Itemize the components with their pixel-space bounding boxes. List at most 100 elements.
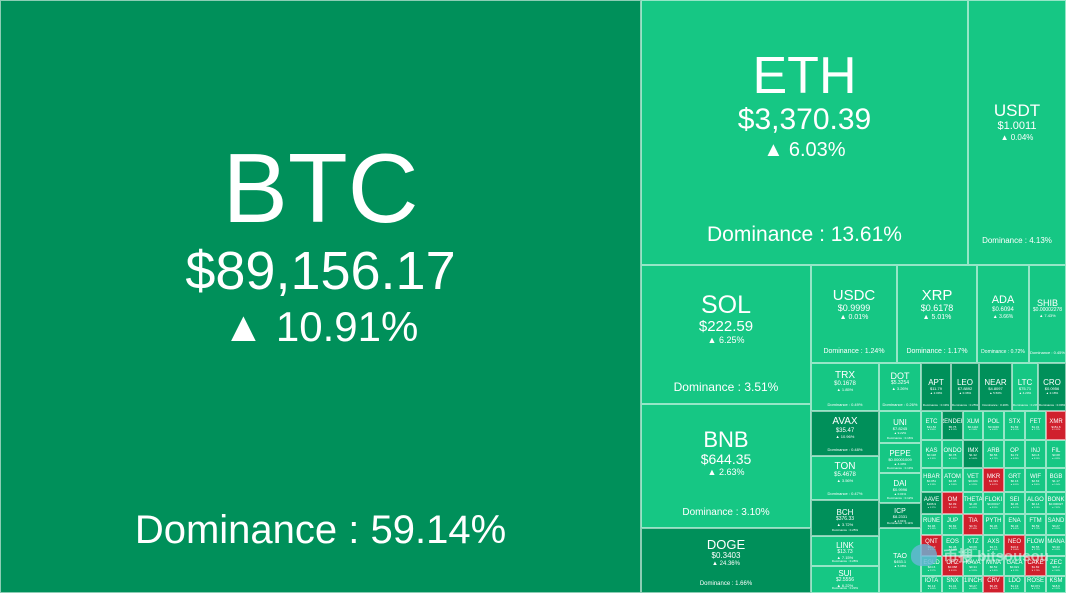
tile-doge[interactable]: DOGE $0.3403 ▲ 24.36% Dominance : 1.66% (641, 528, 811, 593)
tile-kava[interactable]: KAVA $0.34 ▲ 3.05% (963, 556, 983, 576)
tile-axs[interactable]: AXS $4.71 ▲ 4.99% (983, 535, 1004, 556)
coin-price: $21.54 (926, 424, 937, 429)
tile-neo[interactable]: NEO $10.3 ▼ 1.06% (1004, 535, 1025, 556)
tile-pol[interactable]: POL $0.3346 ▲ 6.60% (983, 411, 1004, 440)
tile-ena[interactable]: ENA $0.43 ▲ 6.80% (1004, 514, 1025, 535)
coin-change: ▼ 1.48% (968, 528, 978, 531)
tile-icp[interactable]: ICP $8.2331 ▲ 2.91% Dominance : 0.11% (879, 503, 921, 528)
tile-zec[interactable]: ZEC $36.2 ▲ 2.48% (1046, 556, 1066, 576)
tile-kas[interactable]: KAS $0.118 ▲ 3.10% (921, 440, 942, 468)
coin-symbol: TAO (893, 552, 907, 560)
tile-link[interactable]: LINK $13.73 ▲ 7.15% Dominance : 0.28% (811, 536, 879, 566)
tile-vet[interactable]: VET $0.024 ▲ 3.95% (963, 468, 983, 492)
tile-ftm[interactable]: FTM $0.59 ▲ 5.72% (1025, 514, 1046, 535)
tile-shib[interactable]: SHIB $0.00002278 ▲ 7.43% Dominance : 0.45% (1029, 265, 1066, 363)
tile-pyth[interactable]: PYTH $0.36 ▲ 3.69% (983, 514, 1004, 535)
tile-crv[interactable]: CRV $0.29 ▼ 2.02% (983, 576, 1004, 593)
tile-hbar[interactable]: HBAR $0.051 ▲ 3.33% (921, 468, 942, 492)
tile-snx[interactable]: SNX $1.41 ▲ 5.20% (942, 576, 963, 593)
tile-trx[interactable]: TRX $0.1678 ▲ 1.85% Dominance : 0.49% (811, 363, 879, 411)
coin-price: $36.2 (1052, 565, 1060, 570)
tile-rose[interactable]: ROSE $0.071 ▲ 3.17% (1025, 576, 1046, 593)
tile-eos[interactable]: EOS $0.48 ▲ 3.44% (942, 535, 963, 556)
tile-fil[interactable]: FIL $3.68 ▲ 4.05% (1046, 440, 1066, 468)
tile-cro[interactable]: CRO $0.0956 ▲ 2.18% Dominance : 0.09% (1038, 363, 1066, 411)
tile-bgb[interactable]: BGB $1.17 ▲ 1.54% (1046, 468, 1066, 492)
coin-change: ▼ 2.02% (989, 588, 998, 591)
tile-wif[interactable]: WIF $2.63 ▲ 9.80% (1025, 468, 1046, 492)
tile-tia[interactable]: TIA $4.71 ▼ 1.48% (963, 514, 983, 535)
tile-bonk[interactable]: BONK $0.000027 ▲ 7.62% (1046, 492, 1066, 514)
tile-eth[interactable]: ETH $3,370.39 ▲ 6.03% Dominance : 13.61% (641, 0, 968, 265)
coin-change: ▲ 5.20% (948, 588, 957, 591)
tile-om[interactable]: OM $2.09 ▼ 2.14% (942, 492, 963, 514)
coin-change: ▲ 10.96% (835, 433, 855, 439)
coin-price: $10.3 (1010, 544, 1019, 549)
tile-inj[interactable]: INJ $21.6 ▲ 8.24% (1025, 440, 1046, 468)
tile-grt[interactable]: GRT $0.16 ▲ 4.81% (1004, 468, 1025, 492)
tile-ada[interactable]: ADA $0.6094 ▲ 3.66% Dominance : 0.72% (977, 265, 1029, 363)
tile-theta[interactable]: THETA $1.28 ▲ 4.11% (963, 492, 983, 514)
coin-symbol: IOTA (924, 578, 939, 585)
tile-pepe[interactable]: PEPE $0.00001009 ▲ 4.40% Dominance : 0.13% (879, 443, 921, 473)
tile-dai[interactable]: DAI $0.9996 ▲ 0.01% Dominance : 0.12% (879, 473, 921, 503)
tile-xtz[interactable]: XTZ $0.69 ▲ 2.63% (963, 535, 983, 556)
tile-flow[interactable]: FLOW $0.55 ▲ 3.72% (1025, 535, 1046, 556)
tile-xrp[interactable]: XRP $0.6178 ▲ 5.01% Dominance : 1.17% (897, 265, 977, 363)
tile-btc[interactable]: BTC $89,156.17 ▲ 10.91% Dominance : 59.14% (0, 0, 641, 593)
coin-change: ▲ 4.51% (1010, 429, 1019, 432)
coin-symbol: ICP (894, 507, 906, 515)
tile-gala[interactable]: GALA $0.021 ▲ 6.11% (1004, 556, 1025, 576)
tile-usdc[interactable]: USDC $0.9999 ▲ 0.01% Dominance : 1.24% (811, 265, 897, 363)
tile-ldo[interactable]: LDO $1.19 ▲ 6.45% (1004, 576, 1025, 593)
tile-floki[interactable]: FLOKI $0.00017 ▲ 8.53% (983, 492, 1004, 514)
tile-ltc[interactable]: LTC $75.71 ▲ 4.20% Dominance : 0.20% (1012, 363, 1038, 411)
tile-mana[interactable]: MANA $0.30 ▲ 4.26% (1046, 535, 1066, 556)
coin-change: ▼ 0.91% (948, 569, 957, 572)
tile-imx[interactable]: IMX $1.32 ▲ 5.44% (963, 440, 983, 468)
tile-jup[interactable]: JUP $0.82 ▲ 2.45% (942, 514, 963, 535)
tile-atom[interactable]: ATOM $4.48 ▲ 2.86% (942, 468, 963, 492)
tile-sand[interactable]: SAND $0.27 ▲ 4.30% (1046, 514, 1066, 535)
tile-mina[interactable]: MINA $0.52 ▲ 5.40% (983, 556, 1004, 576)
coin-symbol: BCH (836, 507, 854, 517)
coin-symbol: BGB (1049, 473, 1063, 480)
tile-op[interactable]: OP $1.72 ▲ 6.98% (1004, 440, 1025, 468)
tile-algo[interactable]: ALGO $0.14 ▲ 3.28% (1025, 492, 1046, 514)
coin-symbol: SNX (946, 578, 959, 585)
tile-dot[interactable]: DOT $5.3254 ▲ 3.26% Dominance : 0.26% (879, 363, 921, 411)
tile-1inch[interactable]: 1INCH $0.27 ▲ 4.66% (963, 576, 983, 593)
coin-symbol: MKR (986, 473, 1001, 480)
tile-sui[interactable]: SUI $2.5556 ▲ 6.22% Dominance : 0.23% (811, 566, 879, 593)
tile-uni[interactable]: UNI $7.8245 ▲ 9.22% Dominance : 0.16% (879, 411, 921, 443)
tile-sol[interactable]: SOL $222.59 ▲ 6.25% Dominance : 3.51% (641, 265, 811, 404)
tile-render[interactable]: RENDER$5.75▲ 8.12% (942, 411, 963, 440)
tile-fet[interactable]: FET $1.31 ▲ 2.77% (1025, 411, 1046, 440)
tile-apt[interactable]: APT $11.79 ▲ 2.09% Dominance : 0.19% (921, 363, 951, 411)
coin-change: ▲ 3.95% (968, 483, 978, 486)
tile-usdt[interactable]: USDT $1.0011 ▲ 0.04% Dominance : 4.13% (968, 0, 1066, 265)
tile-bch[interactable]: BCH $376.33 ▲ 3.72% Dominance : 0.25% (811, 500, 879, 536)
tile-xlm[interactable]: XLM $0.1110 ▲ 2.04% (963, 411, 983, 440)
tile-ondo[interactable]: ONDO $0.78 ▲ 2.90% (942, 440, 963, 468)
coin-change: ▲ 4.26% (1051, 549, 1061, 552)
tile-mkr[interactable]: MKR $1,321 ▼ 0.87% (983, 468, 1004, 492)
tile-arb[interactable]: ARB $0.56 ▲ 4.72% (983, 440, 1004, 468)
tile-rune[interactable]: RUNE $4.96 ▲ 5.16% (921, 514, 942, 535)
tile-near[interactable]: NEAR $4.8097 ▲ 5.56% Dominance : 0.20% (979, 363, 1012, 411)
tile-sei[interactable]: SEI $0.36 ▲ 6.07% (1004, 492, 1025, 514)
tile-leo[interactable]: LEO $7.8892 ▲ 0.36% Dominance : 0.25% (951, 363, 979, 411)
tile-ton[interactable]: TON $5.4678 ▲ 3.56% Dominance : 0.47% (811, 456, 879, 500)
tile-aave[interactable]: AAVE $166.9 ▲ 5.37% (921, 492, 942, 514)
tile-stx[interactable]: STX $1.69 ▲ 4.51% (1004, 411, 1025, 440)
coin-price: $89,156.17 (185, 240, 456, 301)
coin-change: ▲ 4.30% (1051, 528, 1061, 531)
tile-bnb[interactable]: BNB $644.35 ▲ 2.63% Dominance : 3.10% (641, 404, 811, 528)
tile-chz[interactable]: CHZ $0.068 ▼ 0.91% (942, 556, 963, 576)
tile-xmr[interactable]: XMR $151.6 ▼ 1.12% (1046, 411, 1066, 440)
coin-price: $2.09 (948, 502, 957, 507)
tile-avax[interactable]: AVAX $35.47 ▲ 10.96% Dominance : 0.48% (811, 411, 879, 456)
tile-iota[interactable]: IOTA $0.13 ▲ 3.84% (921, 576, 942, 593)
tile-cake[interactable]: CAKE $1.82 ▼ 1.73% (1025, 556, 1046, 576)
tile-etc[interactable]: ETC $21.54 ▲ 3.86% (921, 411, 942, 440)
